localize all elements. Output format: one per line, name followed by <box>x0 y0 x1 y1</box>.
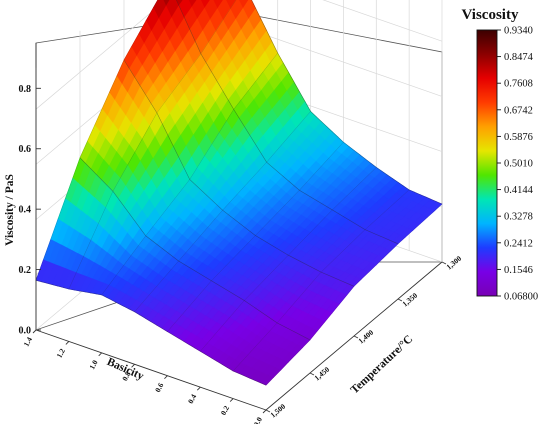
colorbar-title: Viscosity <box>462 7 519 23</box>
contour-line <box>134 111 311 312</box>
x-tick-label: 0.8 <box>120 370 132 383</box>
gridline-z <box>35 0 443 110</box>
contour-line <box>68 0 237 290</box>
colorbar-tick-label: 0.06800 <box>504 292 538 303</box>
y-tick-mark <box>441 261 447 265</box>
x-tick-label: 1.0 <box>87 358 99 371</box>
contour-line <box>79 157 311 341</box>
z-axis-title: Viscosity / PaS <box>4 174 16 246</box>
colorbar-tick-label: 0.8474 <box>504 52 534 63</box>
contour-line <box>251 0 443 205</box>
z-tick-label: 0.4 <box>19 205 32 216</box>
y-tick-label: 1,350 <box>401 291 420 309</box>
surface-patch <box>259 374 274 386</box>
y-tick-mark <box>265 409 271 413</box>
z-tick-label: 0.0 <box>19 326 32 337</box>
colorbar-tick-label: 0.7608 <box>504 79 533 90</box>
colorbar-tick-label: 0.4144 <box>504 185 534 196</box>
colorbar-tick-label: 0.1546 <box>504 265 533 276</box>
contour-line <box>35 280 267 386</box>
x-axis-ticks: 0.0 0.2 0.4 0.6 0.8 1.0 1.2 1.4 <box>22 329 267 424</box>
y-tick-mark <box>309 372 315 376</box>
z-tick-label: 0.8 <box>19 84 32 95</box>
contour-line <box>101 52 278 296</box>
y-tick-mark <box>397 298 403 302</box>
z-tick-label: 0.2 <box>19 265 32 276</box>
colorbar-tick-label: 0.5010 <box>504 159 533 170</box>
viscosity-surface <box>35 0 443 386</box>
colorbar-tick-label: 0.5876 <box>504 132 533 143</box>
y-tick-label: 1,450 <box>313 365 332 383</box>
x-tick-mark <box>229 398 234 402</box>
x-tick-mark <box>262 409 267 414</box>
colorbar-tick-label: 0.2412 <box>504 238 533 249</box>
contour-line <box>35 0 158 281</box>
y-tick-label: 1,500 <box>269 402 288 420</box>
colorbar-tick-label: 0.3278 <box>504 212 533 223</box>
x-tick-mark <box>131 363 135 368</box>
x-tick-mark <box>164 375 168 380</box>
contour-lines <box>35 0 443 386</box>
front-left-edge <box>35 329 267 411</box>
contour-line <box>200 167 377 352</box>
x-tick-label: 0.2 <box>219 404 231 417</box>
x-tick-label: 1.2 <box>55 347 67 360</box>
y-tick-label: 1,400 <box>357 328 376 346</box>
contour-line <box>232 189 410 372</box>
contour-line <box>265 203 443 386</box>
z-axis-ticks: 0.0 0.2 0.4 0.6 0.8 <box>19 84 41 337</box>
x-tick-mark <box>196 386 201 391</box>
y-tick-label: 1,300 <box>445 254 464 272</box>
x-tick-label: 0.6 <box>153 381 165 394</box>
contour-line <box>123 59 355 287</box>
colorbar: Viscosity 0.9340 0.8474 0.7608 0.6742 0.5876… <box>462 7 539 303</box>
x-tick-label: 1.4 <box>22 335 34 348</box>
z-tick-label: 0.6 <box>19 144 32 155</box>
colorbar-tick-label: 0.6742 <box>504 105 533 116</box>
x-tick-label: 0.0 <box>252 415 264 424</box>
x-tick-mark <box>65 341 70 345</box>
x-tick-mark <box>98 352 103 357</box>
contour-line <box>167 142 344 332</box>
colorbar-ticks: 0.9340 0.8474 0.7608 0.6742 0.5876 0.5010 0.41… <box>497 26 538 303</box>
contour-line <box>176 0 399 245</box>
x-tick-mark <box>32 329 37 334</box>
colorbar-gradient <box>476 29 498 297</box>
x-tick-label: 0.4 <box>186 392 198 405</box>
y-tick-mark <box>353 335 359 339</box>
colorbar-tick-label: 0.9340 <box>504 26 533 37</box>
